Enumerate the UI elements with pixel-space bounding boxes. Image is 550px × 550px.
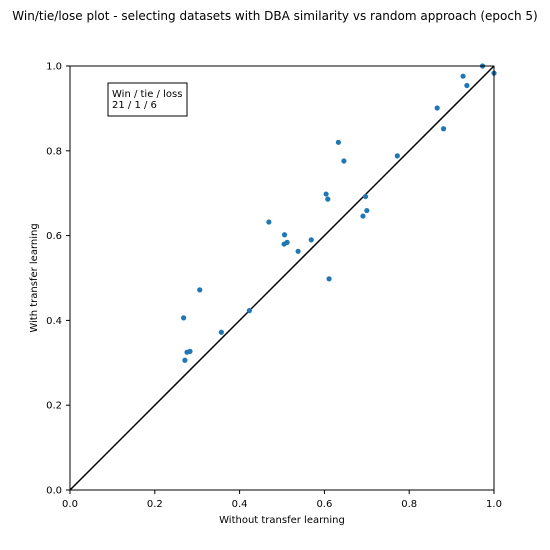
data-point [325,196,331,202]
y-tick-label: 0.6 [46,231,62,242]
x-tick-label: 1.0 [486,499,502,510]
data-point [187,348,193,354]
data-point [341,158,347,164]
data-point [464,82,470,89]
x-tick-label: 0.0 [62,499,78,510]
x-tick-label: 0.8 [401,499,417,510]
chart-title: Win/tie/lose plot - selecting datasets w… [12,9,537,23]
data-points [181,63,497,363]
legend-line-2: 21 / 1 / 6 [112,100,157,111]
data-point [266,219,272,225]
data-point [440,126,447,132]
data-point [323,191,329,197]
data-point [460,73,466,79]
data-point [364,207,370,214]
data-point [182,357,188,363]
y-tick-label: 0.8 [46,146,62,157]
data-point [362,193,369,200]
data-point [308,237,314,243]
x-tick-label: 0.4 [232,499,248,510]
data-point [360,213,366,219]
y-tick-label: 0.4 [46,316,62,327]
data-point [394,153,400,159]
data-point [246,308,252,314]
y-tick-label: 0.0 [46,486,62,497]
data-point [434,105,440,111]
x-axis-ticks: 0.0 0.2 0.4 0.6 0.8 1.0 [62,490,502,510]
y-axis-label: With transfer learning [29,223,40,332]
y-tick-label: 0.2 [46,401,62,412]
x-axis-label: Without transfer learning [219,515,345,526]
data-point [295,248,301,254]
y-axis-ticks: 0.0 0.2 0.4 0.6 0.8 1.0 [46,62,70,497]
data-point [281,232,288,238]
legend-box [107,82,188,117]
data-point [218,329,224,335]
y-tick-label: 1.0 [46,62,62,73]
data-point [335,139,341,145]
x-tick-label: 0.2 [147,499,163,510]
data-point [181,315,187,321]
x-tick-label: 0.6 [316,499,332,510]
data-point [326,276,332,282]
plot-frame [69,65,495,491]
legend-line-1: Win / tie / loss [112,89,182,100]
data-point [197,287,203,293]
win-tie-loss-legend: Win / tie / loss 21 / 1 / 6 [107,82,188,117]
data-point [284,239,290,245]
diagonal-line [69,65,495,491]
